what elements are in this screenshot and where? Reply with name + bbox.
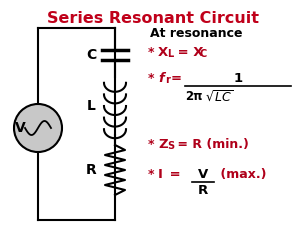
Text: Z: Z: [158, 138, 168, 151]
Text: V: V: [15, 121, 25, 135]
Text: S: S: [167, 141, 174, 151]
Text: *: *: [148, 72, 154, 85]
Text: 1: 1: [233, 72, 243, 85]
Text: f: f: [158, 72, 164, 85]
Text: (max.): (max.): [216, 168, 266, 181]
Text: 2π: 2π: [185, 90, 203, 103]
Text: *: *: [148, 138, 154, 151]
Text: *: *: [148, 168, 154, 181]
Text: *: *: [148, 46, 154, 59]
Text: C: C: [86, 48, 96, 62]
Text: L: L: [167, 49, 173, 59]
Text: r: r: [165, 75, 170, 85]
Text: = R (min.): = R (min.): [173, 138, 249, 151]
Text: Series Resonant Circuit: Series Resonant Circuit: [47, 11, 259, 26]
Text: L: L: [87, 99, 95, 113]
Text: $\sqrt{LC}$: $\sqrt{LC}$: [205, 90, 234, 105]
Text: I: I: [158, 168, 163, 181]
Text: = X: = X: [173, 46, 204, 59]
Text: =: =: [171, 72, 182, 85]
Text: =: =: [165, 168, 181, 181]
Text: At resonance: At resonance: [150, 27, 243, 40]
Text: R: R: [198, 184, 208, 197]
Text: R: R: [86, 163, 96, 177]
Text: V: V: [198, 168, 208, 181]
Text: C: C: [199, 49, 206, 59]
Text: X: X: [158, 46, 168, 59]
Circle shape: [14, 104, 62, 152]
